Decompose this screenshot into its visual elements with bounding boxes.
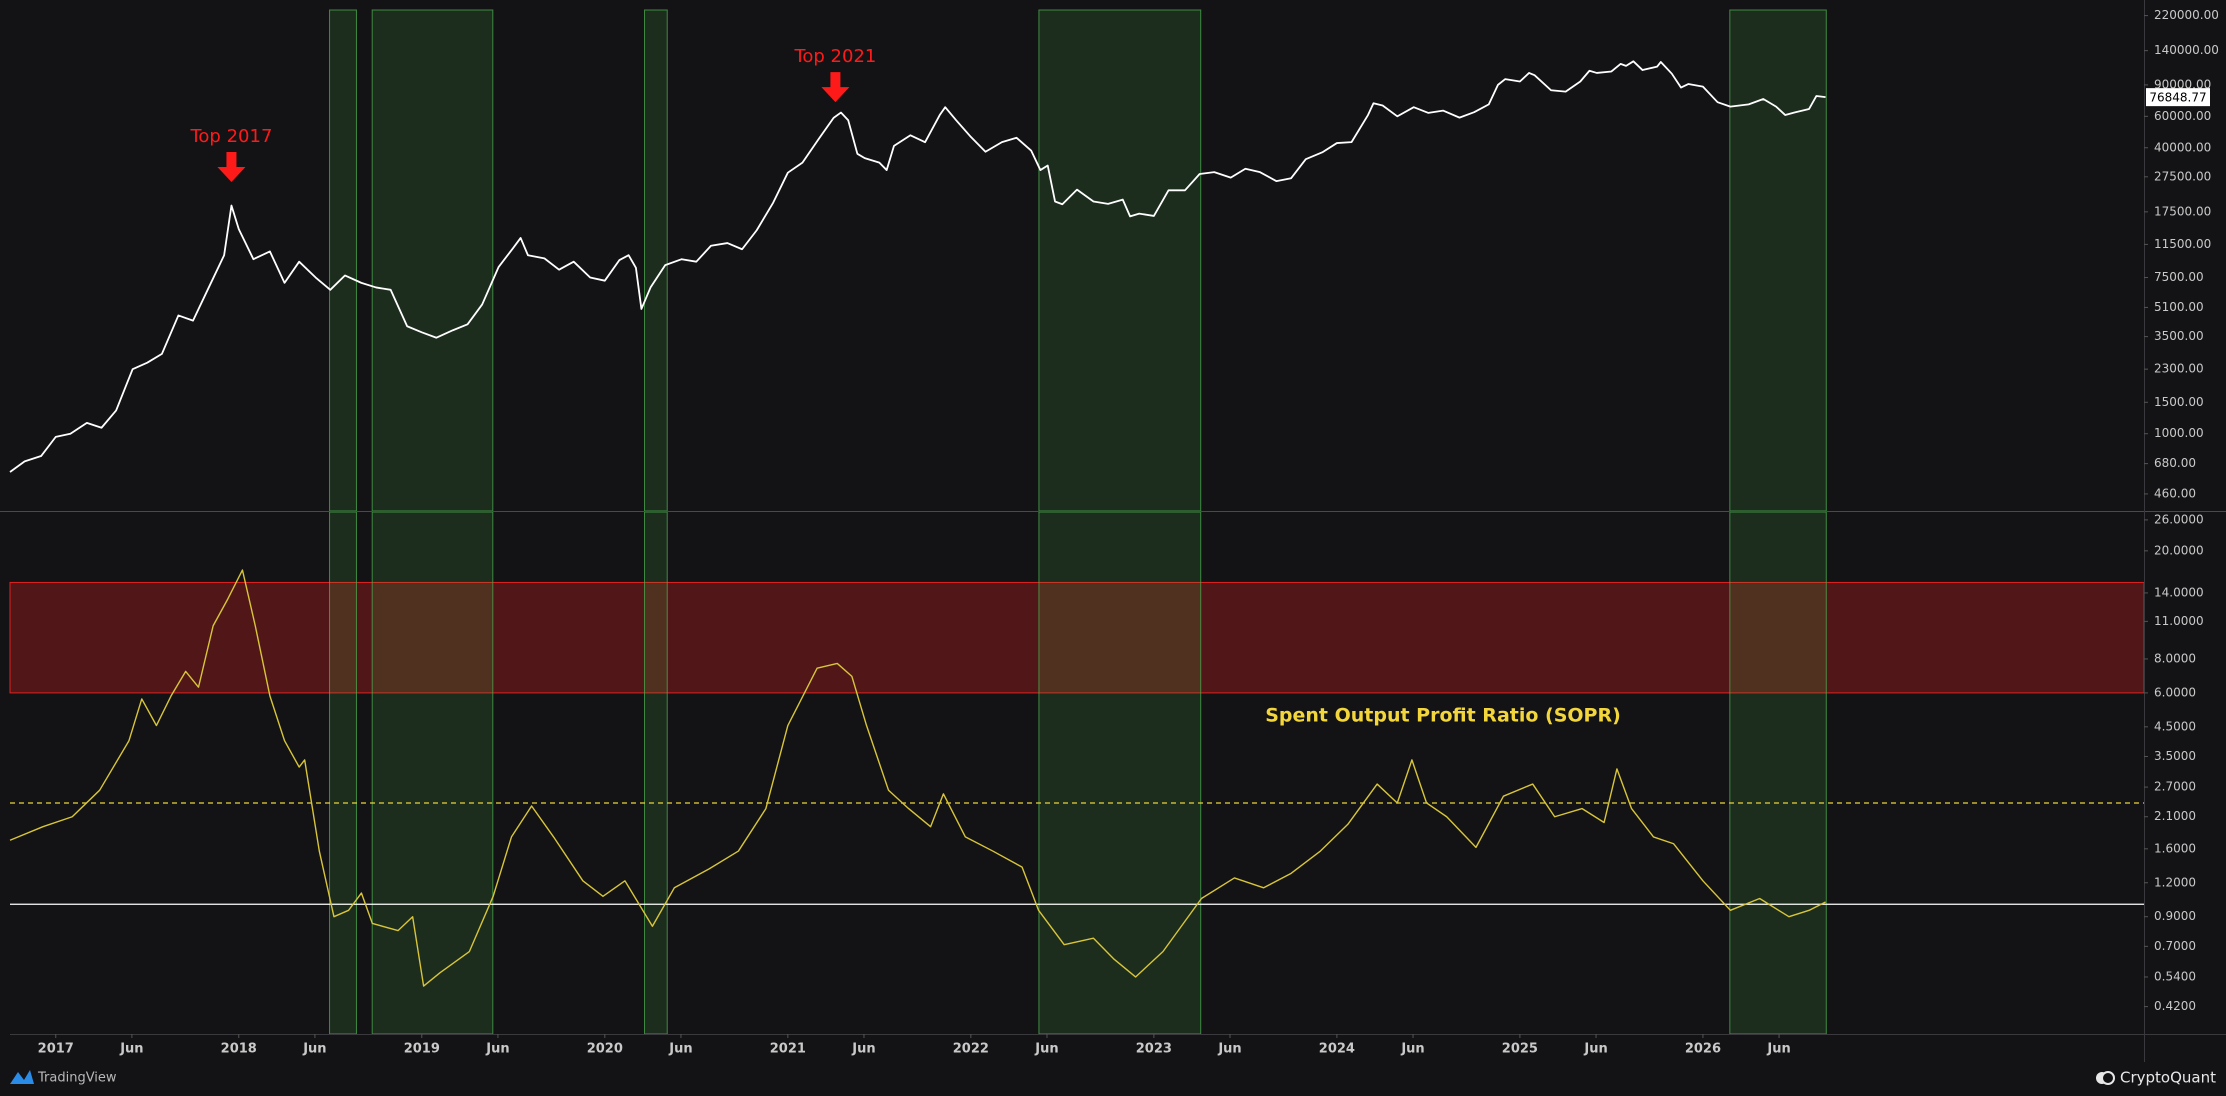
highlight-range (329, 511, 357, 1035)
y-tick-label: 14.0000 (2154, 585, 2204, 599)
tradingview-logo: TradingView (10, 1070, 117, 1086)
x-tick-label: Jun (1583, 1042, 1607, 1057)
footer-right: CryptoQuant (2120, 1069, 2216, 1087)
y-tick-label: 40000.00 (2154, 140, 2211, 154)
highlight-range (371, 9, 494, 512)
x-tick-label: 2017 (38, 1042, 74, 1057)
annotation-text: Top 2021 (793, 46, 876, 67)
y-tick-label: 17500.00 (2154, 204, 2211, 218)
annotation-text: Top 2017 (189, 126, 272, 147)
cryptoquant-logo: CryptoQuant (2096, 1069, 2216, 1087)
y-tick-label: 2.1000 (2154, 809, 2196, 823)
y-tick-label: 7500.00 (2154, 270, 2204, 284)
series-line (9, 60, 1826, 473)
x-tick-label: Jun (668, 1042, 692, 1057)
y-tick-label: 6.0000 (2154, 685, 2196, 699)
y-tick-label: 460.00 (2154, 486, 2196, 500)
y-tick-label: 2.7000 (2154, 780, 2196, 794)
footer-left: TradingView (37, 1071, 117, 1086)
y-tick-label: 1.2000 (2154, 875, 2196, 889)
y-tick-label: 220000.00 (2154, 8, 2219, 22)
x-tick-label: 2019 (404, 1042, 440, 1057)
zone-band (9, 581, 2145, 694)
x-tick-label: Jun (1766, 1042, 1790, 1057)
pane-title: Spent Output Profit Ratio (SOPR) (1265, 705, 1621, 727)
y-tick-label: 680.00 (2154, 456, 2196, 470)
y-tick-label: 0.5400 (2154, 969, 2196, 983)
y-tick-label: 4.5000 (2154, 719, 2196, 733)
y-tick-label: 27500.00 (2154, 169, 2211, 183)
highlight-range (644, 9, 668, 512)
y-tick-label: 3500.00 (2154, 329, 2204, 343)
back-layer (9, 9, 2145, 1035)
highlight-range (1729, 511, 1827, 1035)
x-tick-label: Jun (119, 1042, 143, 1057)
logo-icon (10, 1070, 34, 1084)
y-tick-label: 1000.00 (2154, 426, 2204, 440)
x-tick-label: Jun (485, 1042, 509, 1057)
highlight-range (329, 9, 357, 512)
highlight-range (1729, 9, 1827, 512)
y-tick-label: 5100.00 (2154, 300, 2204, 314)
y-tick-label: 1500.00 (2154, 395, 2204, 409)
y-tick-label: 140000.00 (2154, 43, 2219, 57)
y-tick-label: 11500.00 (2154, 237, 2211, 251)
y-tick-label: 0.7000 (2154, 939, 2196, 953)
x-tick-label: Jun (1400, 1042, 1424, 1057)
y-tick-label: 0.9000 (2154, 909, 2196, 923)
x-tick-label: 2024 (1319, 1042, 1355, 1057)
last-value-label: 76848.77 (2149, 91, 2206, 105)
y-tick-label: 3.5000 (2154, 749, 2196, 763)
y-tick-label: 90000.00 (2154, 77, 2211, 91)
annotation-arrow (217, 152, 246, 183)
x-tick-label: Jun (851, 1042, 875, 1057)
y-tick-label: 0.4200 (2154, 999, 2196, 1013)
annotation-arrow (821, 72, 850, 103)
y-tick-label: 26.0000 (2154, 512, 2204, 526)
data-layer: Top 2017 Top 2021 Spent Output Profit Rati… (9, 46, 1826, 987)
logo-icon (2101, 1071, 2115, 1085)
x-tick-label: 2025 (1502, 1042, 1538, 1057)
x-tick-label: Jun (1034, 1042, 1058, 1057)
x-tick-label: 2026 (1685, 1042, 1721, 1057)
y-tick-label: 1.6000 (2154, 841, 2196, 855)
x-tick-label: 2020 (587, 1042, 623, 1057)
y-tick-label: 20.0000 (2154, 543, 2204, 557)
x-tick-label: 2023 (1136, 1042, 1172, 1057)
x-tick-label: 2022 (953, 1042, 989, 1057)
x-tick-label: Jun (1217, 1042, 1241, 1057)
last-value-box (2146, 88, 2210, 107)
y-tick-label: 11.0000 (2154, 614, 2204, 628)
y-tick-label: 60000.00 (2154, 109, 2211, 123)
highlight-range (644, 511, 668, 1035)
y-tick-label: 8.0000 (2154, 651, 2196, 665)
highlight-range (371, 511, 494, 1035)
highlight-range (1038, 9, 1202, 512)
highlight-range (1038, 511, 1202, 1035)
series-line (9, 569, 1826, 987)
y-tick-label: 2300.00 (2154, 362, 2204, 376)
x-tick-label: Jun (302, 1042, 326, 1057)
x-tick-label: 2018 (221, 1042, 257, 1057)
x-tick-label: 2021 (770, 1042, 806, 1057)
